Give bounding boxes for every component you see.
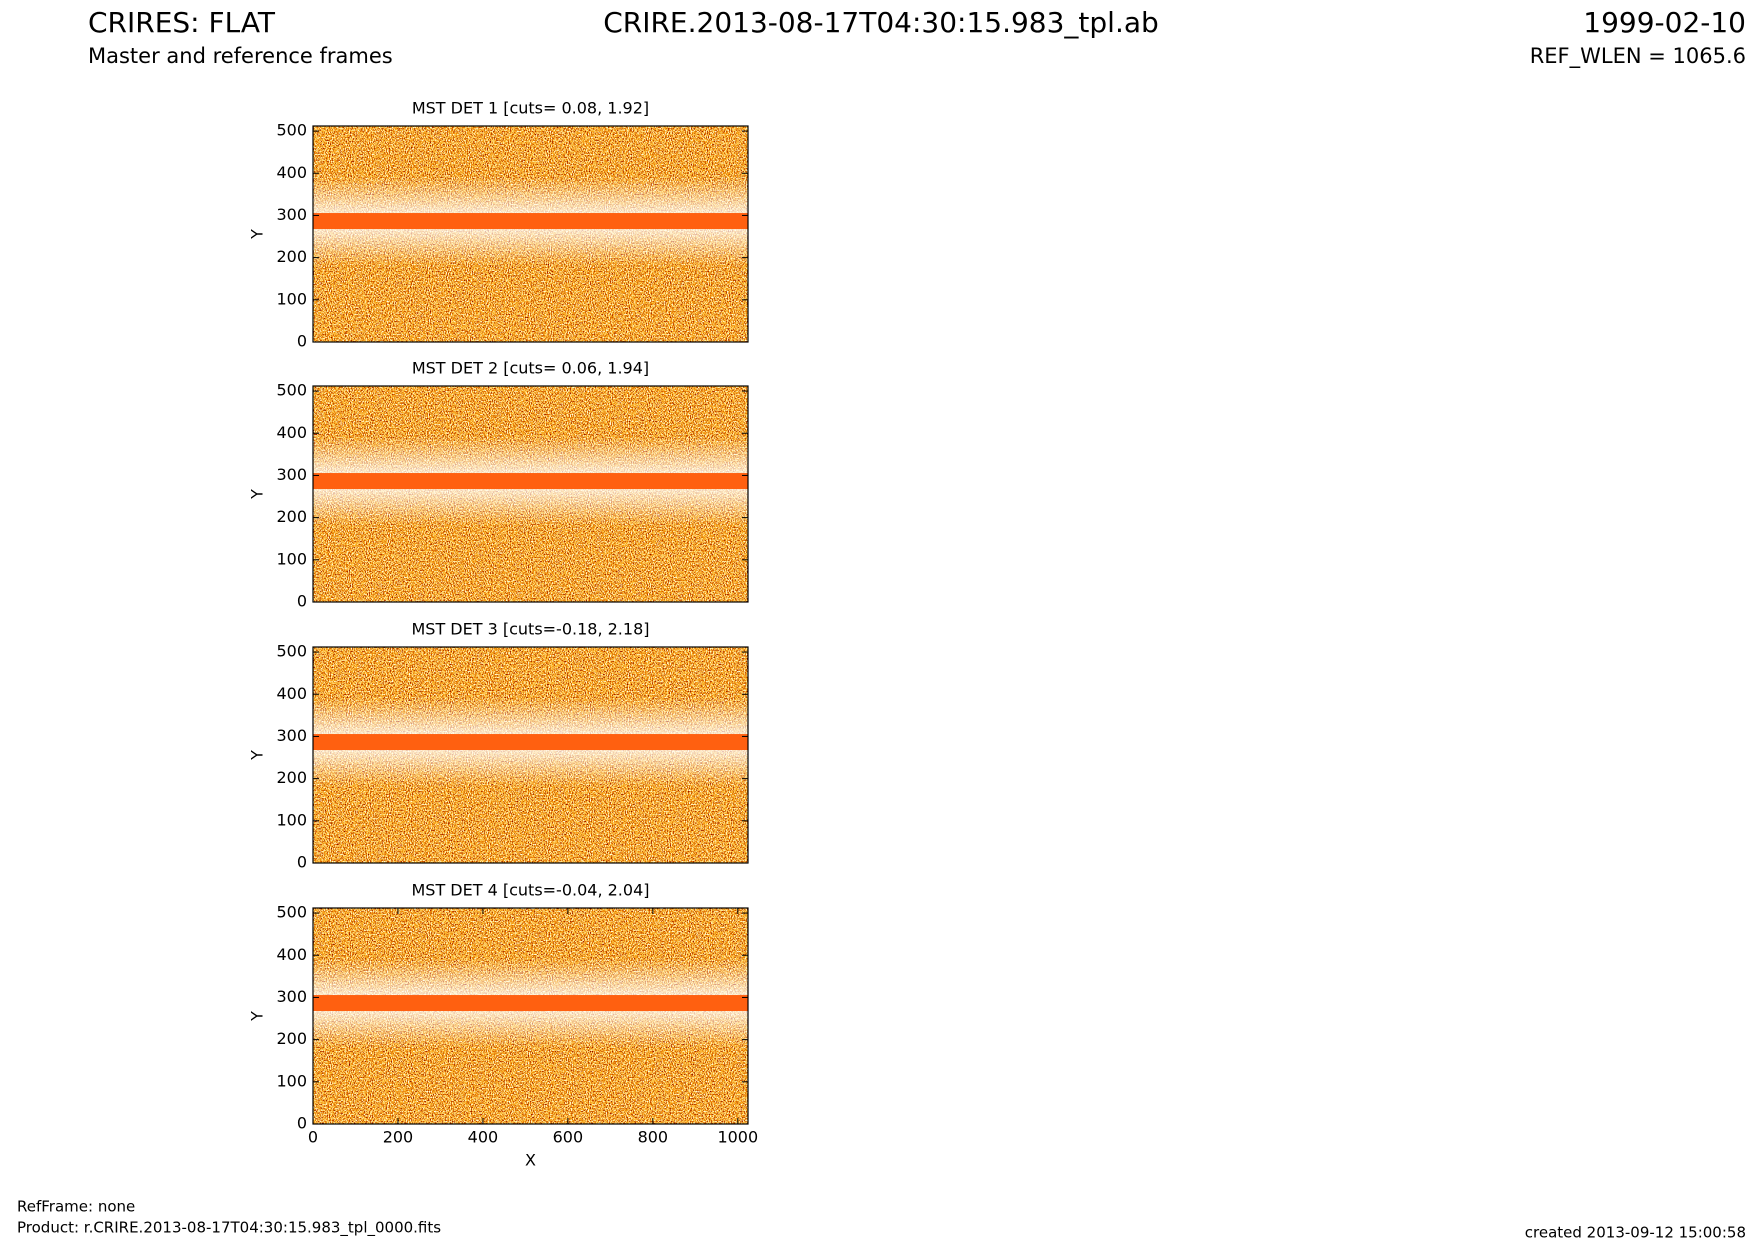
y-tick-label: 0 bbox=[297, 1114, 307, 1133]
band bbox=[313, 213, 748, 230]
date: 1999-02-10 bbox=[1583, 6, 1746, 39]
y-tick-label: 400 bbox=[276, 423, 307, 442]
y-tick-label: 300 bbox=[276, 205, 307, 224]
file-name: CRIRE.2013-08-17T04:30:15.983_tpl.ab bbox=[603, 6, 1159, 39]
ref-frame: RefFrame: none bbox=[17, 1198, 135, 1216]
y-tick-label: 400 bbox=[276, 684, 307, 703]
x-axis-label: X bbox=[525, 1151, 536, 1170]
x-tick-label: 0 bbox=[308, 1128, 318, 1147]
axes-frame bbox=[312, 125, 749, 343]
x-tick-label: 800 bbox=[638, 1128, 669, 1147]
y-tick-label: 500 bbox=[276, 903, 307, 922]
axes-frame bbox=[312, 646, 749, 864]
product: Product: r.CRIRE.2013-08-17T04:30:15.983… bbox=[17, 1219, 441, 1238]
panel-title: MST DET 3 [cuts=-0.18, 2.18] bbox=[411, 620, 649, 639]
y-tick-label: 300 bbox=[276, 726, 307, 745]
y-tick-label: 100 bbox=[276, 1071, 307, 1090]
band bbox=[313, 473, 748, 490]
y-axis-label: Y bbox=[248, 229, 267, 240]
y-tick-label: 300 bbox=[276, 465, 307, 484]
x-tick-label: 600 bbox=[553, 1128, 584, 1147]
y-tick-label: 0 bbox=[297, 332, 307, 351]
y-tick-label: 0 bbox=[297, 592, 307, 611]
y-tick-label: 100 bbox=[276, 810, 307, 829]
y-axis-label: Y bbox=[248, 1011, 267, 1022]
y-tick-label: 400 bbox=[276, 163, 307, 182]
y-tick-label: 200 bbox=[276, 507, 307, 526]
y-tick-label: 500 bbox=[276, 121, 307, 140]
y-tick-label: 400 bbox=[276, 945, 307, 964]
page-subtitle: Master and reference frames bbox=[88, 44, 393, 68]
y-tick-label: 200 bbox=[276, 768, 307, 787]
page-title: CRIRES: FLAT bbox=[88, 6, 276, 39]
y-tick-label: 500 bbox=[276, 642, 307, 661]
band bbox=[313, 995, 748, 1012]
created: created 2013-09-12 15:00:58 bbox=[1525, 1224, 1746, 1242]
axes-frame bbox=[312, 385, 749, 603]
x-tick-label: 1000 bbox=[717, 1128, 758, 1147]
y-axis-label: Y bbox=[248, 750, 267, 761]
ref-wlen: REF_WLEN = 1065.6 bbox=[1530, 44, 1746, 69]
panel-title: MST DET 1 [cuts= 0.08, 1.92] bbox=[412, 99, 649, 118]
y-tick-label: 100 bbox=[276, 289, 307, 308]
panel-title: MST DET 2 [cuts= 0.06, 1.94] bbox=[412, 359, 649, 378]
y-tick-label: 300 bbox=[276, 987, 307, 1006]
x-tick-label: 200 bbox=[383, 1128, 414, 1147]
y-tick-label: 200 bbox=[276, 1029, 307, 1048]
band bbox=[313, 734, 748, 751]
panel-title: MST DET 4 [cuts=-0.04, 2.04] bbox=[411, 881, 649, 900]
y-tick-label: 100 bbox=[276, 549, 307, 568]
y-tick-label: 200 bbox=[276, 247, 307, 266]
y-tick-label: 500 bbox=[276, 381, 307, 400]
y-tick-label: 0 bbox=[297, 853, 307, 872]
y-axis-label: Y bbox=[248, 489, 267, 500]
axes-frame bbox=[312, 907, 749, 1125]
x-tick-label: 400 bbox=[468, 1128, 499, 1147]
